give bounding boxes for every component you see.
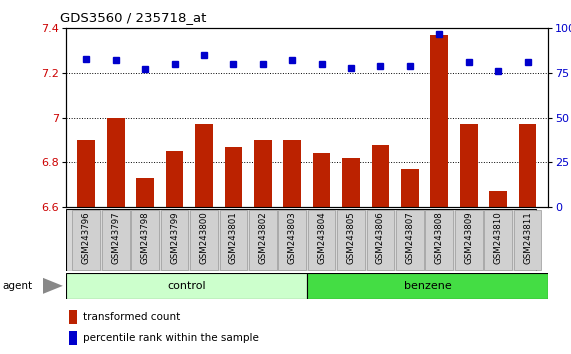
Text: agent: agent — [3, 281, 33, 291]
Bar — [69, 310, 78, 324]
FancyBboxPatch shape — [396, 210, 424, 270]
Bar — [78, 140, 95, 207]
FancyBboxPatch shape — [160, 210, 188, 270]
FancyBboxPatch shape — [131, 210, 159, 270]
Text: GSM243797: GSM243797 — [111, 211, 120, 264]
FancyBboxPatch shape — [425, 210, 453, 270]
Bar — [166, 151, 183, 207]
Bar — [431, 35, 448, 207]
FancyBboxPatch shape — [514, 210, 541, 270]
Text: GSM243798: GSM243798 — [140, 211, 150, 264]
FancyBboxPatch shape — [249, 210, 276, 270]
FancyBboxPatch shape — [367, 210, 395, 270]
Bar — [460, 124, 477, 207]
Text: GSM243803: GSM243803 — [288, 211, 297, 264]
Text: GSM243806: GSM243806 — [376, 211, 385, 264]
Bar — [69, 331, 78, 345]
Text: GSM243799: GSM243799 — [170, 211, 179, 264]
Bar — [313, 153, 331, 207]
Text: GDS3560 / 235718_at: GDS3560 / 235718_at — [60, 11, 206, 24]
FancyBboxPatch shape — [455, 210, 482, 270]
FancyBboxPatch shape — [279, 210, 306, 270]
Text: GSM243808: GSM243808 — [435, 211, 444, 264]
Bar — [66, 273, 307, 299]
Bar — [107, 118, 124, 207]
Bar — [401, 169, 419, 207]
Text: control: control — [167, 281, 206, 291]
Bar — [283, 140, 301, 207]
Text: GSM243811: GSM243811 — [523, 211, 532, 264]
Text: GSM243801: GSM243801 — [229, 211, 238, 264]
FancyBboxPatch shape — [73, 210, 100, 270]
Text: GSM243809: GSM243809 — [464, 211, 473, 264]
Text: GSM243802: GSM243802 — [258, 211, 267, 264]
FancyBboxPatch shape — [219, 210, 247, 270]
Text: GSM243804: GSM243804 — [317, 211, 326, 264]
Text: GSM243807: GSM243807 — [405, 211, 415, 264]
Text: benzene: benzene — [404, 281, 452, 291]
FancyBboxPatch shape — [308, 210, 335, 270]
FancyBboxPatch shape — [337, 210, 365, 270]
Text: percentile rank within the sample: percentile rank within the sample — [83, 333, 259, 343]
Bar — [372, 144, 389, 207]
Polygon shape — [43, 278, 63, 294]
FancyBboxPatch shape — [102, 210, 130, 270]
Text: GSM243805: GSM243805 — [347, 211, 356, 264]
Text: GSM243796: GSM243796 — [82, 211, 91, 264]
Text: GSM243810: GSM243810 — [494, 211, 502, 264]
FancyBboxPatch shape — [484, 210, 512, 270]
FancyBboxPatch shape — [190, 210, 218, 270]
Bar — [254, 140, 272, 207]
Text: transformed count: transformed count — [83, 312, 180, 322]
Bar — [518, 124, 536, 207]
Bar — [224, 147, 242, 207]
Bar — [307, 273, 548, 299]
Bar — [195, 124, 213, 207]
Bar — [489, 192, 507, 207]
Text: GSM243800: GSM243800 — [199, 211, 208, 264]
Bar — [136, 178, 154, 207]
Bar — [342, 158, 360, 207]
